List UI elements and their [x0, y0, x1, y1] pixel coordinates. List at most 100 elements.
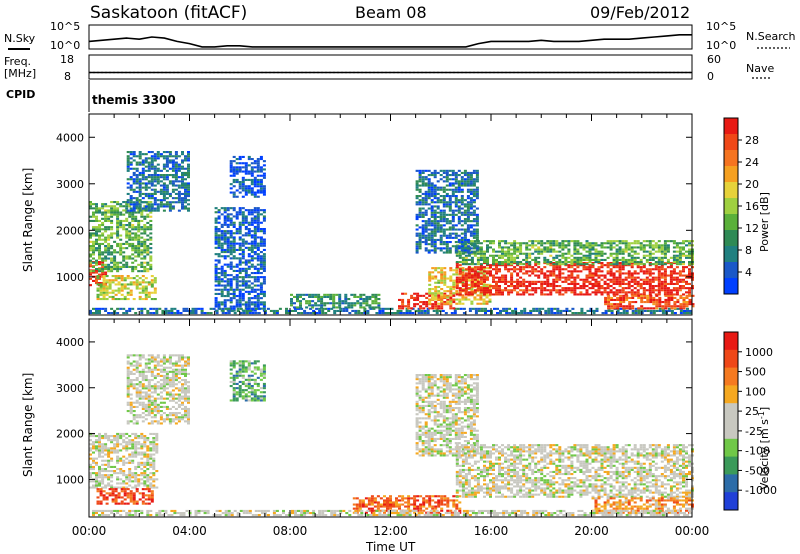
data-cell: [591, 278, 595, 281]
data-cell: [256, 284, 260, 287]
data-cell: [92, 242, 95, 245]
data-cell: [645, 282, 649, 285]
data-cell: [187, 186, 190, 189]
data-cell: [107, 484, 111, 487]
data-cell: [454, 190, 458, 193]
data-cell: [143, 217, 147, 220]
data-cell: [646, 294, 650, 297]
data-cell: [98, 465, 101, 468]
data-cell: [144, 287, 148, 290]
data-cell: [98, 441, 101, 444]
data-cell: [144, 207, 148, 210]
data-cell: [203, 312, 207, 315]
data-cell: [410, 296, 414, 299]
data-cell: [621, 258, 625, 261]
data-cell: [229, 164, 233, 167]
data-cell: [244, 263, 248, 266]
data-cell: [648, 252, 652, 255]
data-cell: [250, 178, 254, 181]
data-cell: [609, 285, 613, 288]
data-cell: [184, 207, 187, 210]
data-cell: [609, 242, 613, 245]
data-cell: [144, 285, 148, 288]
data-cell: [469, 213, 473, 216]
data-cell: [227, 312, 231, 315]
data-cell: [495, 268, 498, 271]
data-cell: [253, 246, 257, 249]
data-cell: [217, 305, 221, 308]
data-cell: [440, 296, 444, 299]
freq-label: Freq.: [4, 55, 31, 68]
data-cell: [597, 289, 601, 292]
data-cell: [445, 178, 449, 181]
data-cell: [682, 270, 685, 273]
data-cell: [368, 295, 372, 298]
data-cell: [682, 296, 686, 299]
data-cell: [463, 178, 467, 181]
data-cell: [528, 274, 532, 277]
data-cell: [107, 451, 111, 454]
data-cell: [253, 288, 257, 291]
data-cell: [442, 218, 446, 221]
data-cell: [663, 262, 667, 265]
data-cell: [573, 276, 577, 279]
data-cell: [577, 312, 581, 315]
data-cell: [540, 293, 544, 296]
data-cell: [597, 266, 601, 269]
data-cell: [220, 290, 224, 293]
data-cell: [618, 242, 622, 245]
data-cell: [436, 226, 440, 229]
data-cell: [669, 289, 673, 292]
data-cell: [436, 220, 440, 223]
data-cell: [229, 217, 233, 220]
data-cell: [625, 309, 629, 312]
data-cell: [470, 280, 474, 283]
data-cell: [132, 203, 136, 206]
data-cell: [657, 246, 661, 249]
data-cell: [132, 174, 136, 177]
data-cell: [131, 307, 135, 310]
data-cell: [424, 238, 428, 241]
data-cell: [153, 190, 157, 193]
data-cell: [311, 295, 315, 298]
data-cell: [600, 254, 604, 257]
data-cell: [99, 293, 103, 296]
data-cell: [567, 250, 571, 253]
data-cell: [116, 478, 120, 481]
data-cell: [253, 191, 257, 194]
data-cell: [113, 249, 117, 252]
data-cell: [250, 303, 254, 306]
data-cell: [473, 278, 477, 281]
data-cell: [448, 174, 452, 177]
data-cell: [467, 291, 471, 294]
data-cell: [685, 266, 688, 269]
data-cell: [317, 300, 321, 303]
data-cell: [262, 253, 266, 256]
data-cell: [498, 291, 501, 294]
data-cell: [235, 263, 239, 266]
data-cell: [223, 238, 227, 241]
data-cell: [96, 293, 100, 296]
data-cell: [516, 242, 520, 245]
data-cell: [126, 178, 130, 181]
data-cell: [576, 287, 580, 290]
data-cell: [235, 166, 239, 169]
data-cell: [177, 184, 181, 187]
data-cell: [250, 221, 254, 224]
data-cell: [110, 259, 114, 262]
data-cell: [232, 191, 236, 194]
data-cell: [676, 305, 680, 308]
data-cell: [214, 219, 218, 222]
data-cell: [256, 211, 260, 214]
data-cell: [217, 234, 221, 237]
data-cell: [214, 259, 218, 262]
data-cell: [448, 169, 452, 172]
data-cell: [101, 443, 105, 446]
data-cell: [549, 246, 553, 249]
data-cell: [232, 265, 236, 268]
data-cell: [134, 238, 138, 241]
data-cell: [110, 257, 114, 260]
data-cell: [149, 201, 153, 204]
data-cell: [682, 246, 685, 249]
data-cell: [479, 298, 483, 301]
